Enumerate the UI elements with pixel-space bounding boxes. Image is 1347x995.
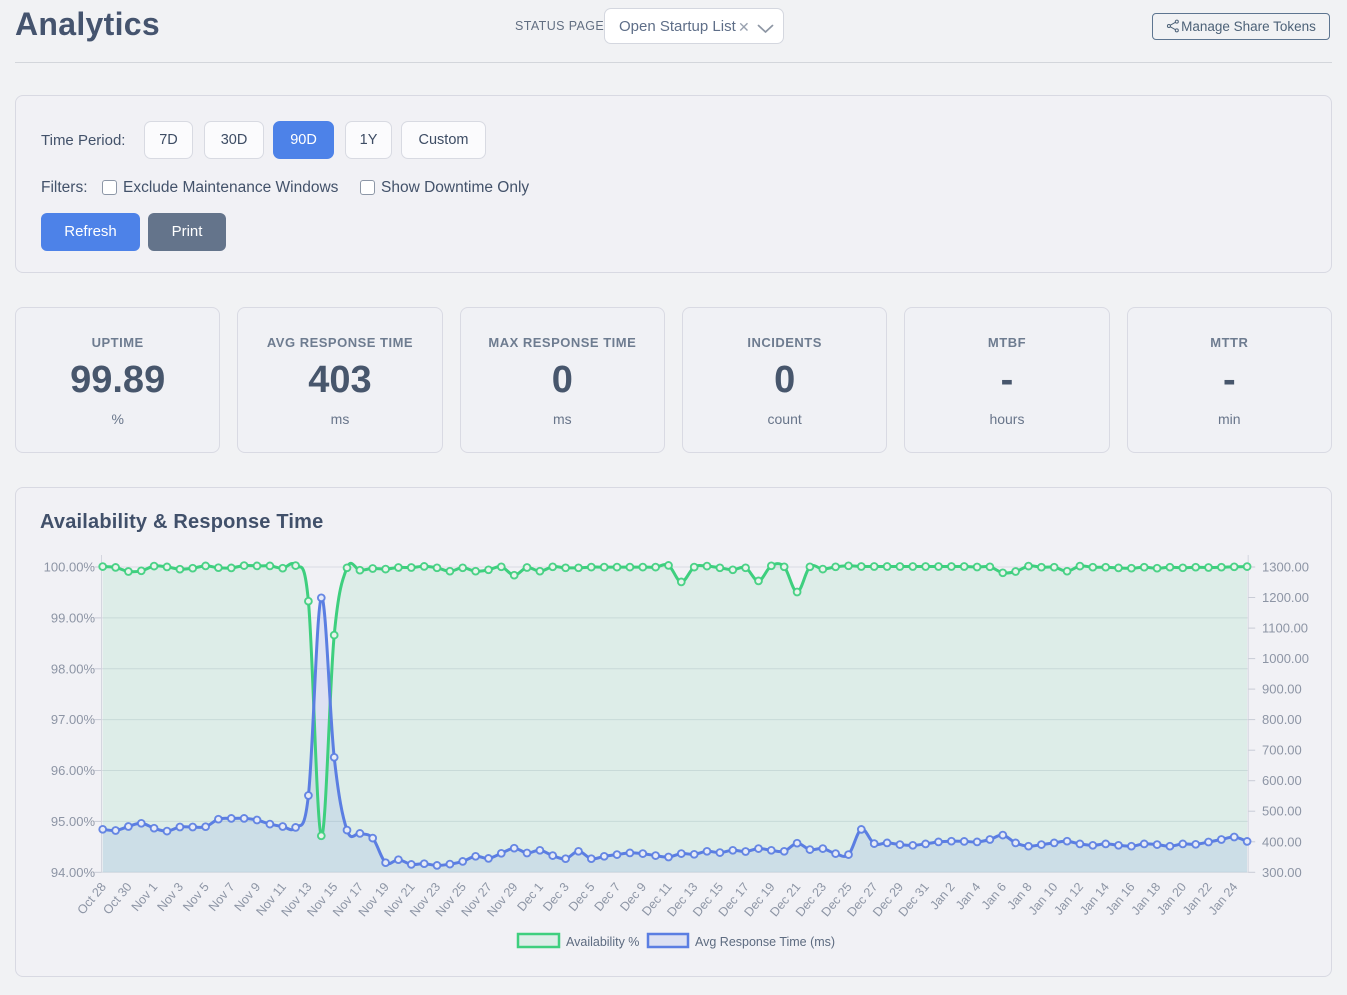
- svg-text:1000.00: 1000.00: [1262, 651, 1309, 666]
- svg-text:700.00: 700.00: [1262, 743, 1302, 758]
- svg-text:Nov 3: Nov 3: [154, 880, 186, 914]
- svg-text:100.00%: 100.00%: [44, 560, 96, 575]
- svg-text:400.00: 400.00: [1262, 834, 1302, 849]
- svg-text:Jan 6: Jan 6: [979, 880, 1009, 912]
- svg-text:Nov 5: Nov 5: [180, 880, 212, 914]
- svg-text:Avg Response Time (ms): Avg Response Time (ms): [695, 935, 835, 949]
- svg-text:99.00%: 99.00%: [51, 610, 96, 625]
- svg-text:800.00: 800.00: [1262, 712, 1302, 727]
- svg-text:600.00: 600.00: [1262, 773, 1302, 788]
- svg-text:Nov 1: Nov 1: [129, 880, 161, 914]
- svg-text:500.00: 500.00: [1262, 804, 1302, 819]
- svg-text:Nov 7: Nov 7: [206, 880, 238, 914]
- svg-text:Dec 5: Dec 5: [566, 880, 598, 914]
- svg-text:1300.00: 1300.00: [1262, 560, 1309, 575]
- svg-text:1200.00: 1200.00: [1262, 590, 1309, 605]
- svg-text:Dec 1: Dec 1: [514, 880, 546, 914]
- svg-text:98.00%: 98.00%: [51, 661, 96, 676]
- svg-text:96.00%: 96.00%: [51, 763, 96, 778]
- svg-text:Jan 24: Jan 24: [1206, 880, 1241, 918]
- svg-text:Jan 4: Jan 4: [953, 880, 983, 912]
- svg-text:94.00%: 94.00%: [51, 865, 96, 880]
- svg-text:95.00%: 95.00%: [51, 814, 96, 829]
- svg-text:97.00%: 97.00%: [51, 712, 96, 727]
- svg-text:Dec 7: Dec 7: [592, 880, 624, 914]
- svg-text:Jan 2: Jan 2: [927, 880, 957, 912]
- svg-text:Dec 3: Dec 3: [540, 880, 572, 914]
- svg-text:Availability %: Availability %: [566, 935, 639, 949]
- svg-text:Oct 30: Oct 30: [100, 880, 134, 917]
- svg-text:900.00: 900.00: [1262, 682, 1302, 697]
- svg-text:1100.00: 1100.00: [1262, 621, 1308, 636]
- svg-text:300.00: 300.00: [1262, 865, 1302, 880]
